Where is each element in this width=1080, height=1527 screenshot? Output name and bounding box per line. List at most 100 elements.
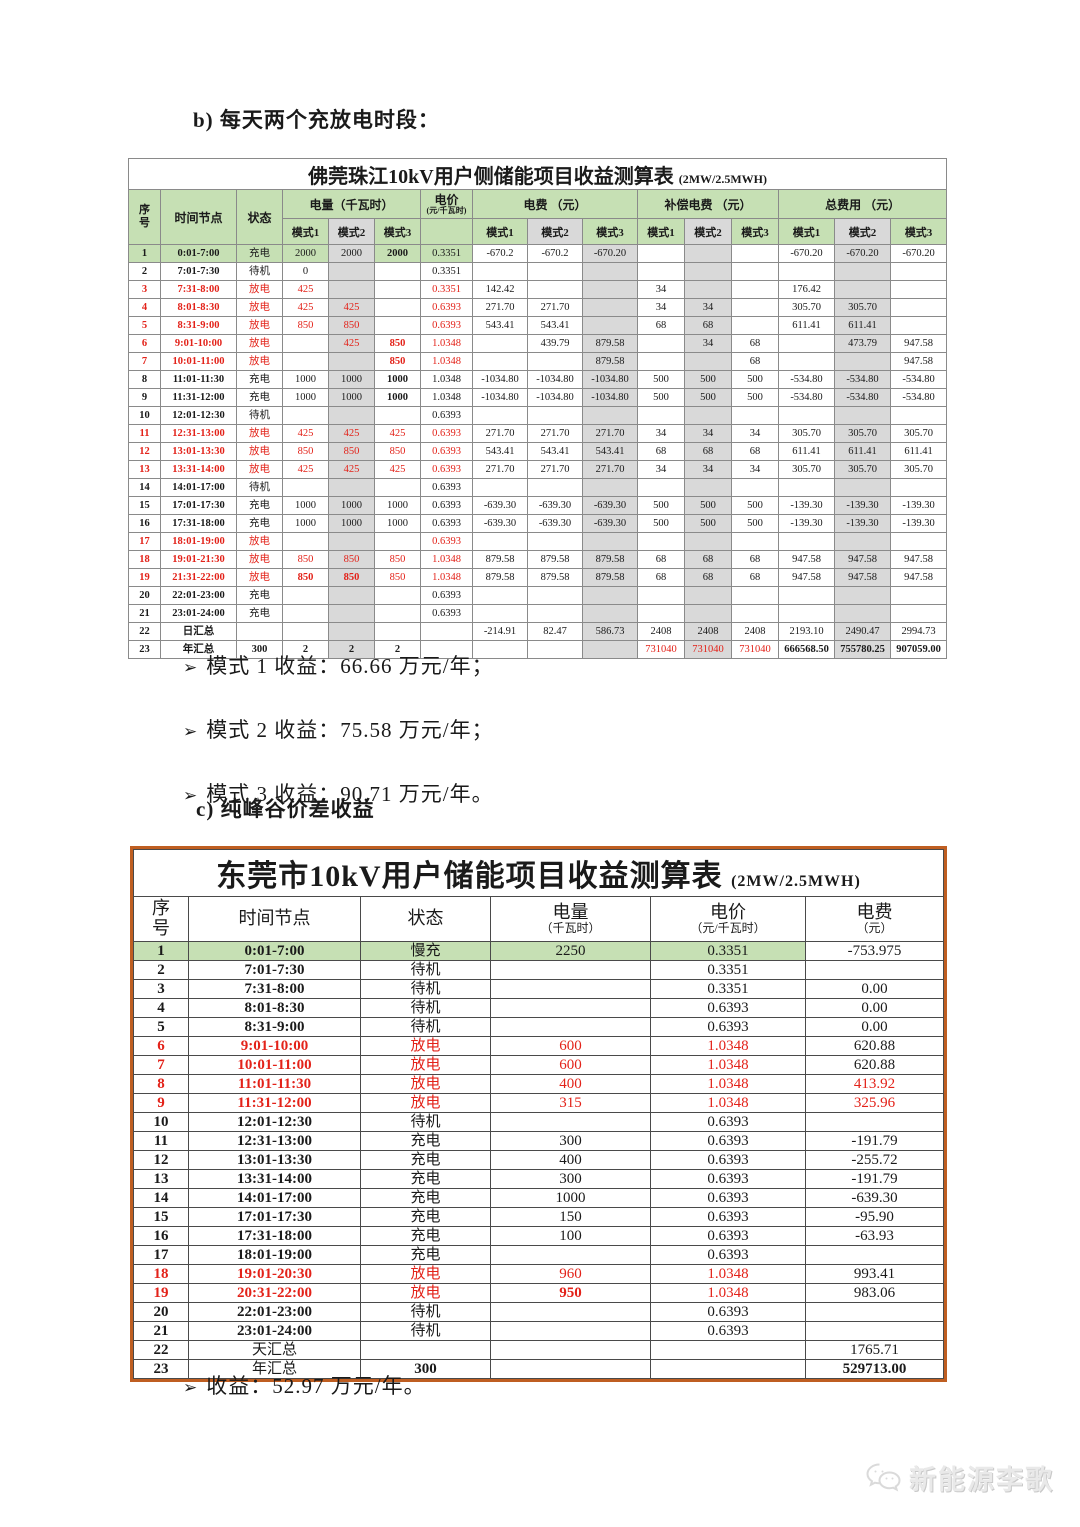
table-cell <box>472 586 528 605</box>
table-cell <box>282 586 329 605</box>
table-cell: 17:01-17:30 <box>160 496 237 515</box>
table-row: 10 12:01-12:30 待机 0.6393 <box>128 406 948 425</box>
table-cell: 1.0348 <box>650 1074 806 1094</box>
table-cell: 10:01-11:00 <box>188 1055 361 1075</box>
table-cell: 879.58 <box>472 568 528 587</box>
table-cell <box>582 406 638 425</box>
table-cell: 充电 <box>236 586 283 605</box>
table-row: 19 21:31-22:00 放电 850 850 850 1.0348 879.58 879.… <box>128 568 948 587</box>
table-cell: 0.00 <box>804 979 945 999</box>
table-cell: 1765.71 <box>804 1340 945 1360</box>
table-cell <box>582 262 638 281</box>
table-cell <box>731 532 779 551</box>
table-cell: 1.0348 <box>650 1264 806 1284</box>
table-cell: -139.30 <box>834 496 891 515</box>
table-cell: 34 <box>637 424 685 443</box>
table1-title-row: 佛莞珠江10kV用户侧储能项目收益测算表 (2MW/2.5MWH) <box>127 158 948 190</box>
table-row: 10 12:01-12:30 待机 0.6393 <box>133 1112 945 1132</box>
table-cell <box>778 334 835 353</box>
table-cell <box>328 406 375 425</box>
table-cell: 2000 <box>374 244 421 263</box>
watermark: 新能源李歌 <box>863 1458 1054 1497</box>
table-cell: 879.58 <box>582 352 638 371</box>
col-header-time: 时间节点 <box>160 189 237 245</box>
table-cell: 611.41 <box>778 442 835 461</box>
table-cell: -1034.80 <box>472 370 528 389</box>
col-header-state: 状态 <box>360 896 491 942</box>
table-cell: 731040 <box>684 640 732 659</box>
table-cell <box>834 262 891 281</box>
table-cell <box>328 352 375 371</box>
table-cell: 850 <box>374 568 421 587</box>
table-cell: 305.70 <box>834 298 891 317</box>
table-row: 14 14:01-17:00 待机 0.6393 <box>128 478 948 497</box>
table-cell: 0.6393 <box>650 1017 806 1037</box>
energy-unit: （千瓦时） <box>540 921 601 936</box>
table-cell: -639.30 <box>472 514 528 533</box>
table-cell: 10 <box>128 406 161 425</box>
table-cell: 1000 <box>282 514 329 533</box>
table-cell <box>731 298 779 317</box>
table-cell: 放电 <box>360 1036 491 1056</box>
table-cell <box>328 586 375 605</box>
price-unit: (元/千瓦时) <box>426 205 467 215</box>
table-cell <box>637 244 685 263</box>
table-cell: -639.30 <box>527 496 583 515</box>
table-cell <box>527 352 583 371</box>
table-cell: 879.58 <box>472 550 528 569</box>
table-cell: -1034.80 <box>527 370 583 389</box>
table-cell: 21:31-22:00 <box>160 568 237 587</box>
table-row: 17 18:01-19:00 放电 0.6393 <box>128 532 948 551</box>
table-cell: 充电 <box>236 514 283 533</box>
table-cell: -139.30 <box>889 514 948 533</box>
table-cell: 22:01-23:00 <box>160 586 237 605</box>
table-row: 11 12:31-13:00 放电 425 425 425 0.6393 271.70 271.… <box>128 424 948 443</box>
table-cell <box>834 604 891 623</box>
table-cell: 20 <box>128 586 161 605</box>
table-cell: 1.0348 <box>420 370 473 389</box>
table-cell <box>889 406 948 425</box>
table-row: 2 7:01-7:30 待机 0 0.3351 <box>128 262 948 281</box>
table-cell: 850 <box>282 316 329 335</box>
table-cell: 16 <box>133 1226 189 1246</box>
table-row: 3 7:31-8:00 放电 425 0.3351 142.42 34 176.42 <box>128 280 948 299</box>
table-cell <box>889 280 948 299</box>
storage-benefit-table-2: 东莞市10kV用户储能项目收益测算表 (2MW/2.5MWH) 序 号 时间节点… <box>132 849 945 1379</box>
table-cell: -670.2 <box>527 244 583 263</box>
table-cell: 611.41 <box>889 442 948 461</box>
table-cell <box>374 622 421 641</box>
table-row: 6 9:01-10:00 放电 600 1.0348 620.88 <box>133 1036 945 1056</box>
table-cell: 879.58 <box>527 568 583 587</box>
table-cell: -753.975 <box>804 941 945 961</box>
table-cell <box>684 478 732 497</box>
list-item: ➢ 模式 3 收益：90.71 万元/年。 <box>183 778 494 808</box>
table-cell: 600 <box>490 1036 651 1056</box>
table-row: 1 0:01-7:00 充电 2000 2000 2000 0.3351 -670.2 -670… <box>128 244 948 263</box>
table-row: 18 19:01-20:30 放电 960 1.0348 993.41 <box>133 1264 945 1284</box>
table-cell <box>778 586 835 605</box>
table-cell <box>731 244 779 263</box>
table-row: 9 11:31-12:00 放电 315 1.0348 325.96 <box>133 1093 945 1113</box>
table-row: 3 7:31-8:00 待机 0.3351 0.00 <box>133 979 945 999</box>
table-cell: 620.88 <box>804 1055 945 1075</box>
table-cell: 983.06 <box>804 1283 945 1303</box>
table-cell: 2994.73 <box>889 622 948 641</box>
table-cell <box>472 478 528 497</box>
col-header-price: 电价 (元/千瓦时) <box>420 189 473 219</box>
table-cell: 473.79 <box>834 334 891 353</box>
table-cell: 611.41 <box>834 316 891 335</box>
table-cell: 500 <box>637 514 685 533</box>
table-cell: 放电 <box>236 460 283 479</box>
table-row: 5 8:31-9:00 待机 0.6393 0.00 <box>133 1017 945 1037</box>
col-header-fee: 电费 （元） <box>804 896 945 942</box>
table-cell: 8:31-9:00 <box>160 316 237 335</box>
table-cell: 17:31-18:00 <box>160 514 237 533</box>
table-cell: -670.20 <box>582 244 638 263</box>
table-cell: 放电 <box>236 334 283 353</box>
table-cell: 425 <box>282 460 329 479</box>
table-cell: 7 <box>128 352 161 371</box>
table-cell: 1000 <box>374 388 421 407</box>
table-cell: 待机 <box>236 406 283 425</box>
table-cell: 2 <box>128 262 161 281</box>
